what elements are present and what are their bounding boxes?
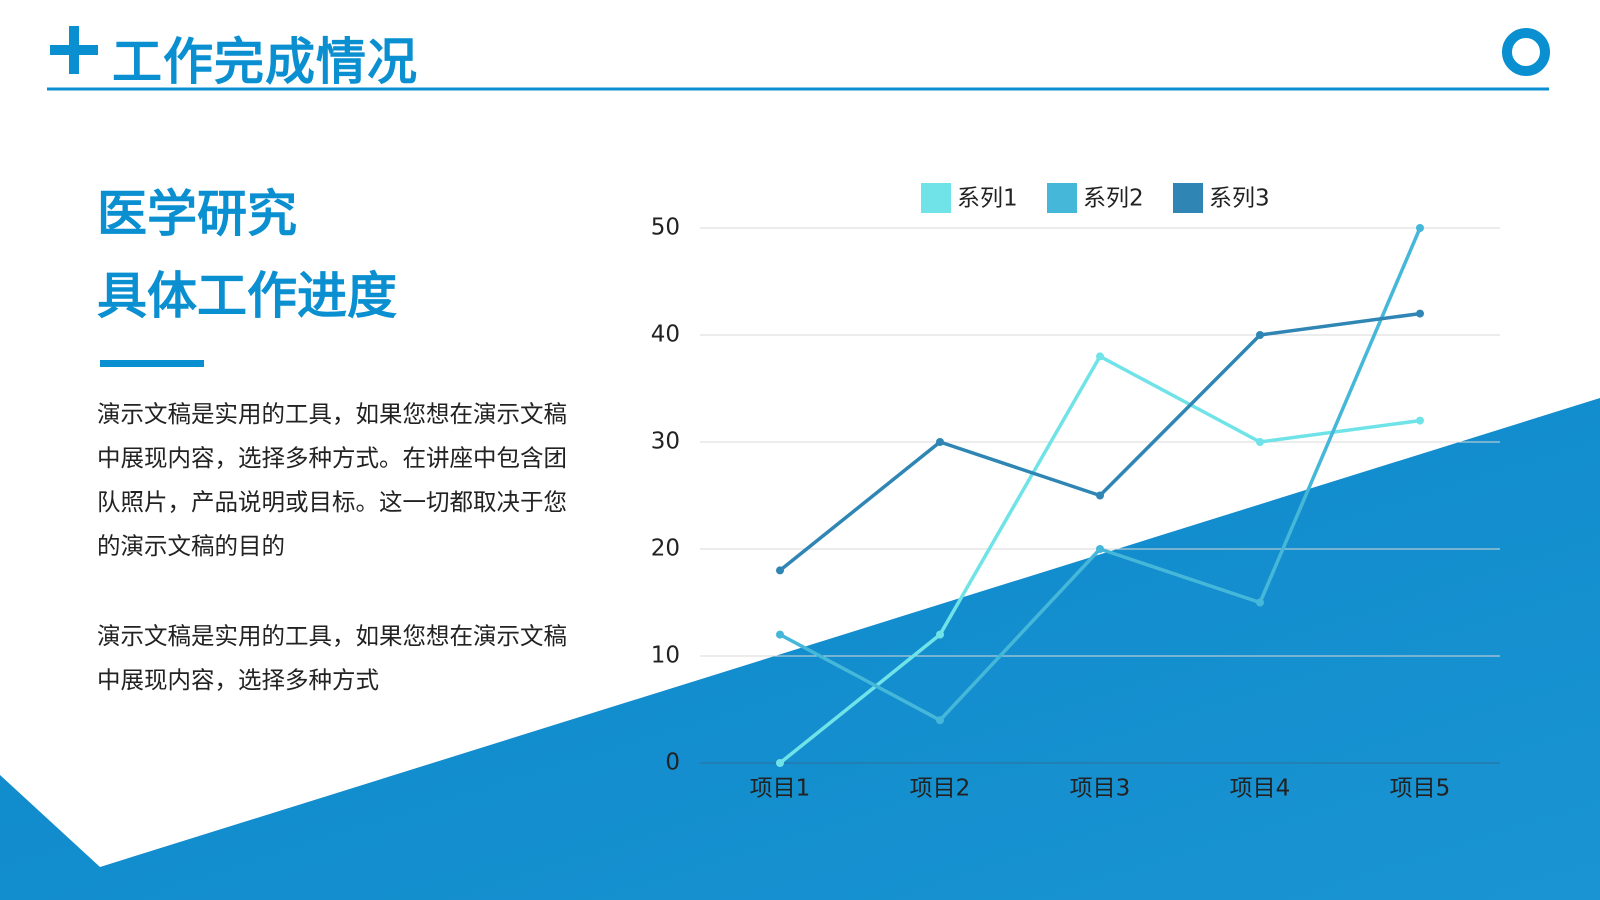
ring-icon [1502, 28, 1550, 76]
y-tick-label: 40 [651, 322, 680, 348]
data-point [776, 566, 784, 575]
x-tick-label: 项目5 [1390, 776, 1451, 802]
blue-shape [0, 398, 1600, 900]
accent-bar [100, 360, 204, 367]
x-tick-label: 项目4 [1230, 776, 1291, 802]
section-title: 具体工作进度 [97, 267, 397, 325]
series-line [778, 354, 1421, 765]
plus-icon [69, 26, 79, 74]
x-tick-label: 项目1 [750, 776, 811, 802]
data-point [1416, 309, 1424, 318]
data-point [1096, 491, 1104, 500]
data-point [1096, 352, 1104, 361]
y-tick-label: 50 [651, 215, 680, 241]
data-point [1256, 438, 1264, 446]
y-tick-label: 10 [651, 643, 680, 669]
data-point [936, 716, 944, 725]
page-title: 工作完成情况 [112, 33, 418, 91]
data-point [1416, 416, 1424, 425]
data-point [936, 438, 944, 446]
legend-swatch [1047, 183, 1077, 213]
legend-label: 系列2 [1083, 186, 1144, 212]
data-point [1416, 224, 1424, 232]
section-title: 医学研究 [97, 185, 297, 243]
x-tick-label: 项目2 [910, 776, 971, 802]
paragraph: 演示文稿是实用的工具，如果您想在演示文稿中展现内容，选择多种方式 [97, 622, 567, 694]
legend-swatch [1173, 183, 1203, 213]
data-point [776, 630, 784, 639]
x-tick-label: 项目3 [1070, 776, 1131, 802]
y-tick-label: 20 [651, 536, 680, 562]
data-point [1096, 545, 1104, 553]
y-tick-label: 30 [651, 429, 680, 455]
legend-label: 系列3 [1209, 186, 1270, 212]
data-point [1256, 331, 1264, 339]
data-point [1256, 598, 1264, 607]
series-line [779, 227, 1422, 722]
paragraph: 演示文稿是实用的工具，如果您想在演示文稿中展现内容，选择多种方式。在讲座中包含团… [97, 400, 567, 560]
legend-label: 系列1 [957, 186, 1018, 212]
legend-swatch [921, 183, 951, 213]
data-point [936, 630, 944, 639]
y-tick-label: 0 [665, 750, 680, 776]
data-point [776, 759, 784, 767]
